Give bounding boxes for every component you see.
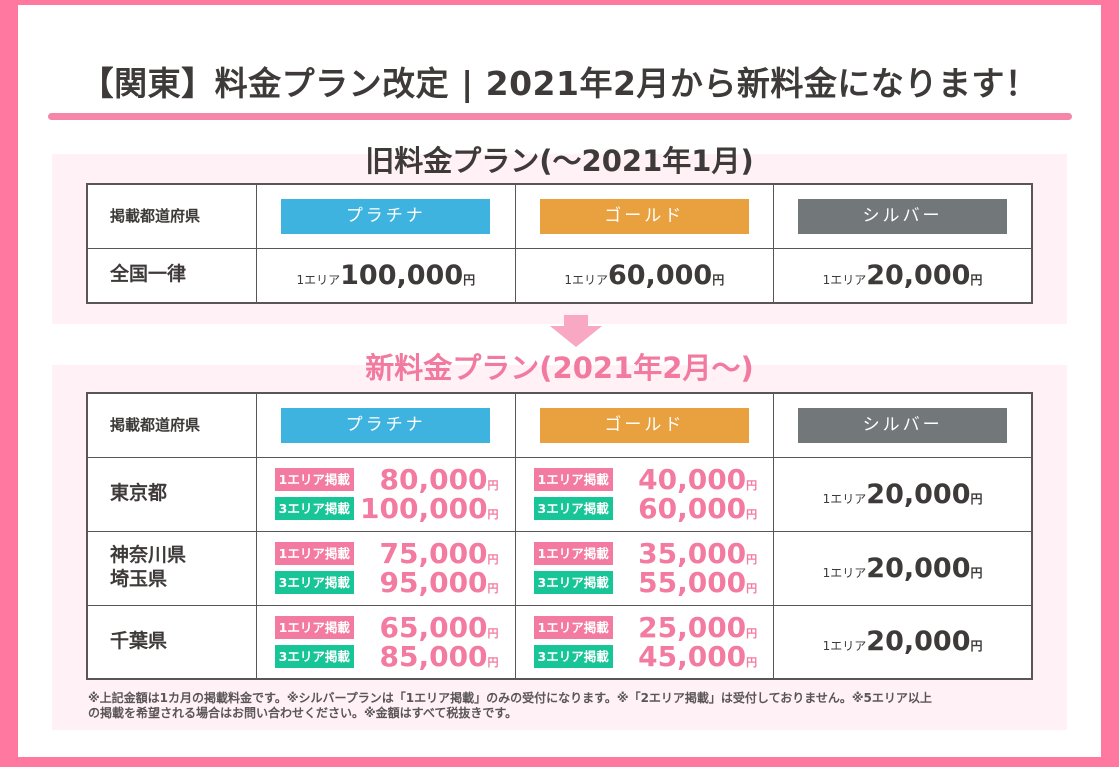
price-amount: 20,000 (866, 259, 971, 291)
new-plan-table: 掲載都道府県 プラチナ ゴールド シルバー 東京都 1エリア掲載 80,000円 … (86, 392, 1033, 680)
page-title: 【関東】料金プラン改定 | 2021年2月から新料金になります！ (80, 64, 1039, 103)
three-area-tag: 3エリア掲載 (533, 571, 613, 594)
three-area-tag: 3エリア掲載 (274, 644, 354, 668)
table-row: 千葉県 1エリア掲載 65,000円 3エリア掲載 85,000円 1エリア掲載 25… (86, 604, 1033, 680)
title-underline (48, 113, 1072, 120)
one-area-tag: 1エリア掲載 (533, 615, 613, 639)
silver-price-cell: 1エリア20,000円 (773, 247, 1033, 304)
silver-badge: シルバー (798, 198, 1007, 234)
one-area-tag: 1エリア掲載 (274, 615, 354, 639)
three-area-tag: 3エリア掲載 (274, 571, 354, 594)
old-plan-title: 旧料金プラン(〜2021年1月) (365, 144, 754, 178)
price-amount: 60,000 (607, 259, 713, 291)
footnote-line-1: ※上記金額は1カ月の掲載料金です。※シルバープランは「1エリア掲載」のみの受付に… (88, 691, 932, 705)
footnote: ※上記金額は1カ月の掲載料金です。※シルバープランは「1エリア掲載」のみの受付に… (88, 691, 1048, 721)
one-area-tag: 1エリア掲載 (533, 468, 613, 491)
price-amount: 100,000 (340, 259, 464, 291)
platinum-price-cell: 1エリア掲載 80,000円 3エリア掲載 100,000円 (255, 456, 516, 532)
pref-header: 掲載都道府県 (86, 392, 257, 458)
silver-badge: シルバー (798, 407, 1008, 443)
one-area-tag: 1エリア掲載 (533, 542, 613, 565)
down-arrow-icon (550, 315, 602, 347)
silver-price-cell: 1エリア20,000円 (773, 604, 1033, 680)
silver-price-cell: 1エリア20,000円 (773, 456, 1033, 532)
gold-badge: ゴールド (539, 407, 749, 443)
pref-cell: 東京都 (86, 456, 257, 532)
one-area-tag: 1エリア掲載 (274, 542, 354, 565)
gold-price-cell: 1エリア掲載 25,000円 3エリア掲載 45,000円 (514, 604, 775, 680)
gold-price-cell: 1エリア60,000円 (514, 247, 775, 304)
table-row: 東京都 1エリア掲載 80,000円 3エリア掲載 100,000円 1エリア掲載 4… (86, 456, 1033, 532)
pref-cell: 全国一律 (86, 247, 258, 304)
platinum-badge: プラチナ (281, 198, 491, 234)
pref-cell: 神奈川県 埼玉県 (86, 530, 257, 606)
pref-cell: 千葉県 (86, 604, 257, 680)
table-header-row: 掲載都道府県 プラチナ ゴールド シルバー (86, 183, 1033, 249)
gold-price-cell: 1エリア掲載 40,000円 3エリア掲載 60,000円 (514, 456, 775, 532)
platinum-price-cell: 1エリア掲載 75,000円 3エリア掲載 95,000円 (255, 530, 516, 606)
footnote-line-2: の掲載を希望される場合はお問い合わせください。※金額はすべて税抜きです。 (88, 706, 518, 720)
three-area-tag: 3エリア掲載 (533, 497, 613, 520)
platinum-price-cell: 1エリア100,000円 (256, 247, 516, 304)
pricing-page: 【関東】料金プラン改定 | 2021年2月から新料金になります！ 旧料金プラン(… (18, 5, 1101, 757)
table-row: 全国一律 1エリア100,000円 1エリア60,000円 1エリア20,000… (86, 247, 1033, 304)
table-header-row: 掲載都道府県 プラチナ ゴールド シルバー (86, 392, 1033, 458)
gold-price-cell: 1エリア掲載 35,000円 3エリア掲載 55,000円 (514, 530, 775, 606)
platinum-price-cell: 1エリア掲載 65,000円 3エリア掲載 85,000円 (255, 604, 516, 680)
platinum-badge: プラチナ (281, 407, 491, 443)
old-plan-table: 掲載都道府県 プラチナ ゴールド シルバー 全国一律 1エリア100,000円 … (86, 183, 1033, 304)
table-row: 神奈川県 埼玉県 1エリア掲載 75,000円 3エリア掲載 95,000円 1エリア… (86, 530, 1033, 606)
silver-price-cell: 1エリア20,000円 (773, 530, 1033, 606)
gold-badge: ゴールド (539, 198, 749, 234)
new-plan-title: 新料金プラン(2021年2月〜) (365, 351, 754, 385)
three-area-tag: 3エリア掲載 (274, 497, 354, 520)
pref-header: 掲載都道府県 (86, 183, 258, 249)
one-area-tag: 1エリア掲載 (274, 468, 354, 491)
three-area-tag: 3エリア掲載 (533, 644, 613, 668)
